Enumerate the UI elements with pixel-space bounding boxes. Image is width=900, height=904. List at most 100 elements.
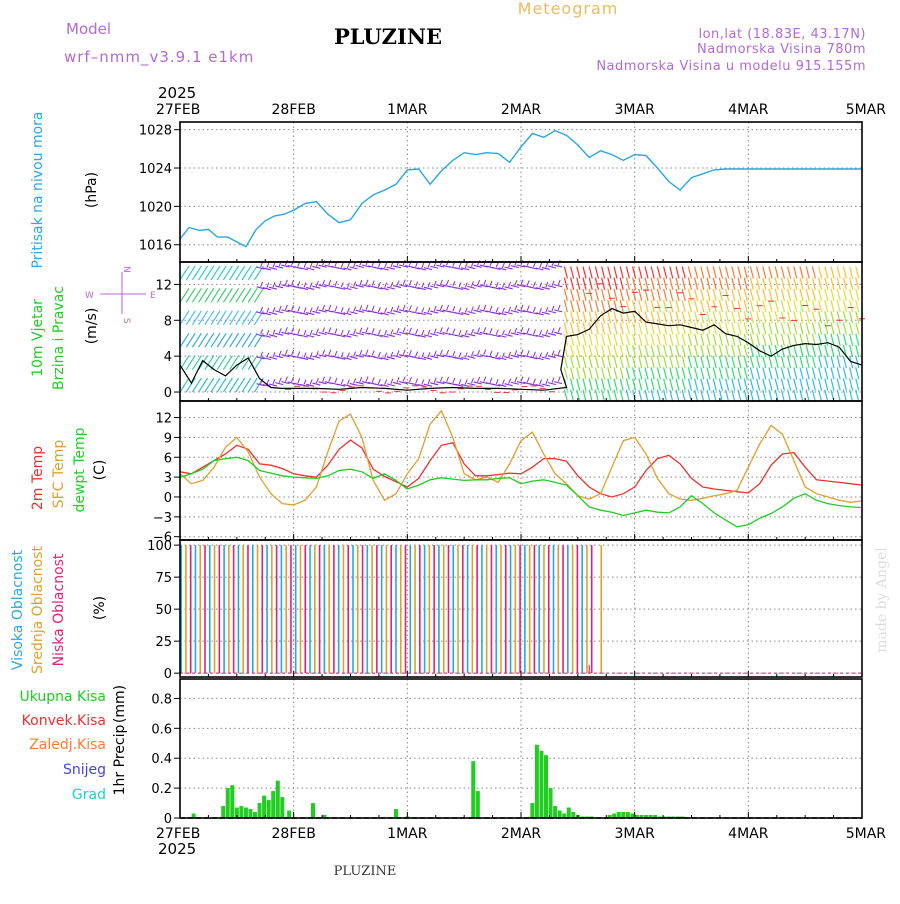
wind-barb: [768, 266, 773, 279]
wind-barb: [799, 266, 804, 279]
wind-barb-tick: [501, 307, 505, 313]
y-tick-label: 0: [164, 491, 172, 506]
wind-barb: [529, 356, 538, 360]
wind-barb: [842, 299, 847, 313]
wind-barb-tick: [328, 349, 332, 355]
precip-bar: [271, 791, 276, 818]
wind-barb: [830, 288, 835, 302]
wind-barb-tick: [427, 352, 431, 358]
wind-barb: [417, 312, 426, 316]
credit-watermark: made by Angel: [874, 547, 890, 653]
wind-barb: [818, 344, 823, 358]
x-tick-label-top: 4MAR: [728, 102, 769, 118]
wind-barb-tick: [334, 328, 338, 334]
wind-barb: [842, 288, 847, 302]
wind-barb: [423, 356, 433, 360]
wind-barb: [299, 356, 309, 361]
wind-barb: [824, 333, 829, 346]
wind-barb: [644, 322, 649, 335]
wind-barb: [361, 331, 371, 335]
wind-barb-tick: [501, 330, 505, 336]
wind-barb: [774, 367, 779, 380]
x-tick-label-top: 3MAR: [615, 102, 656, 118]
wind-barb-tick: [291, 349, 295, 356]
wind-barb: [582, 378, 587, 391]
wind-barb-tick: [464, 379, 468, 385]
wind-barb: [818, 311, 823, 324]
wind-barb: [756, 288, 761, 302]
wind-barb: [762, 277, 767, 290]
wind-barb-tick: [346, 329, 350, 336]
wind-barb: [380, 334, 389, 338]
wind-barb: [588, 322, 593, 335]
wind-barb: [687, 333, 692, 346]
wind-barb: [632, 322, 637, 335]
wind-barb: [687, 311, 692, 324]
wind-barb: [669, 288, 674, 302]
wind-barb: [681, 356, 686, 369]
wind-barb: [613, 378, 618, 391]
wind-barb: [675, 344, 680, 358]
wind-barb: [650, 288, 655, 302]
wind-barb-tick: [551, 328, 555, 334]
wind-barb: [756, 266, 761, 279]
wind-barb: [417, 383, 426, 388]
x-tick-label-bottom: 28FEB: [272, 826, 316, 842]
wind-barb: [811, 311, 816, 324]
wind-barb: [241, 377, 252, 393]
wind-barb-tick: [452, 328, 456, 334]
wind-barb-tick: [260, 351, 264, 357]
wind-barb: [849, 322, 854, 335]
wind-barb-tick: [365, 376, 369, 382]
wind-barb-tick: [421, 352, 425, 358]
wind-barb: [247, 377, 258, 393]
wind-barb-tick: [551, 280, 555, 286]
wind-barb: [570, 378, 575, 391]
wind-barb: [644, 266, 649, 279]
wind-barb-tick: [377, 306, 381, 313]
wind-barb: [613, 356, 618, 369]
wind-barb: [842, 322, 847, 335]
wind-barb: [811, 333, 816, 346]
precip-bar: [562, 813, 567, 818]
wind-barb: [625, 333, 630, 346]
wind-barb-tick: [483, 349, 487, 355]
wind-barb-tick: [371, 305, 375, 311]
wind-barb: [607, 367, 612, 380]
wind-barb-tick: [297, 328, 301, 335]
precip-bar: [322, 815, 327, 818]
wind-barb: [663, 322, 668, 335]
wind-barb: [423, 334, 433, 338]
wind-barb: [756, 344, 761, 358]
wind-barb-tick: [477, 260, 481, 266]
wind-barb: [312, 265, 321, 270]
wind-barb-tick: [452, 351, 456, 357]
wind-barb-tick: [532, 329, 536, 335]
wind-barb-tick: [514, 350, 518, 356]
wind-legend-s: S: [121, 318, 131, 324]
wind-barb: [737, 333, 742, 346]
wind-barb: [355, 264, 364, 269]
wind-barb: [700, 266, 705, 279]
wind-barb: [669, 322, 674, 335]
wind-barb: [563, 322, 568, 335]
wind-barb: [262, 267, 271, 271]
wind-barb-tick: [309, 307, 313, 313]
panel-pressure: 1016 1020 1024 1028: [139, 121, 863, 263]
wind-barb: [774, 266, 779, 279]
precip-bar: [648, 815, 653, 818]
wind-barb: [632, 367, 637, 380]
wind-barb-tick: [421, 262, 425, 269]
wind-barb: [774, 311, 779, 324]
wind-barb: [516, 264, 526, 268]
wind-barb: [644, 333, 649, 346]
wind-barb: [306, 267, 315, 271]
wind-barb: [268, 356, 278, 360]
wind-barb: [607, 389, 612, 402]
wind-barb: [430, 310, 439, 314]
wind-barb-tick: [477, 376, 481, 383]
wind-barb: [299, 312, 309, 316]
wind-barb: [824, 288, 829, 302]
wind-barb: [656, 333, 661, 346]
wind-barb-tick: [346, 352, 350, 358]
